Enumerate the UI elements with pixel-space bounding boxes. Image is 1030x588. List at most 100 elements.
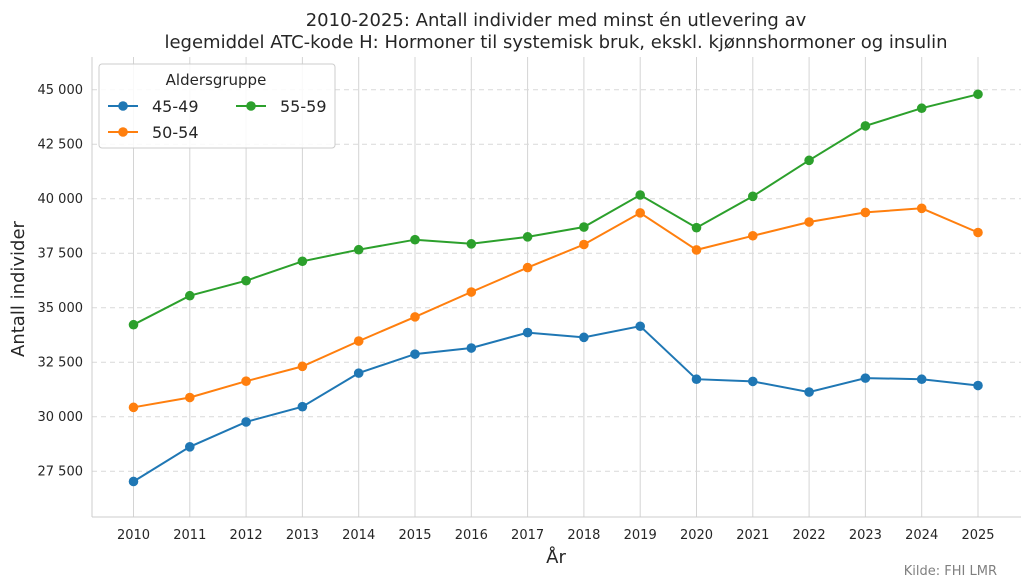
- data-point-50-54-2017: [522, 262, 533, 273]
- series-line-45-49: [132, 325, 979, 483]
- data-point-50-54-2022: [804, 217, 814, 227]
- data-point-55-59-2011: [185, 290, 195, 301]
- y-tick-label-45000: 45 000: [38, 83, 84, 98]
- legend-entry-50-54: 50-54: [108, 123, 199, 142]
- data-point-50-54-2014: [353, 336, 364, 346]
- data-point-45-49-2013: [297, 401, 308, 412]
- data-point-50-54-2021: [748, 230, 758, 241]
- data-point-55-59-2021: [748, 191, 758, 202]
- legend: Aldersgruppe 45-49 50-54 55-59: [98, 63, 336, 149]
- chart-title-line-1: 2010-2025: Antall individer med minst én…: [306, 10, 807, 31]
- data-point-55-59-2018: [579, 222, 589, 232]
- data-point-45-49-2021: [748, 376, 758, 387]
- x-axis-title: År: [546, 546, 566, 568]
- x-tick-label-2014: 2014: [342, 528, 375, 543]
- y-axis-title: Antall individer: [8, 220, 29, 357]
- data-point-50-54-2025: [973, 227, 983, 238]
- x-tick-label-2011: 2011: [173, 528, 206, 543]
- x-tick-label-2010: 2010: [117, 528, 150, 543]
- data-point-50-54-2020: [691, 245, 702, 255]
- data-point-55-59-2022: [804, 155, 814, 166]
- x-tick-label-2015: 2015: [398, 528, 431, 543]
- series-lines: [128, 89, 983, 487]
- x-tick-label-2012: 2012: [230, 528, 263, 543]
- tick-labels: 2010 2011 2012 2013 2014 2015 2016 2017 2018 2019…: [38, 83, 995, 543]
- data-point-50-54-2010: [128, 402, 139, 413]
- data-point-55-59-2013: [297, 256, 308, 267]
- legend-entry-55-59: 55-59: [236, 97, 327, 116]
- data-point-50-54-2018: [579, 239, 589, 250]
- data-point-55-59-2016: [466, 239, 477, 249]
- legend-label-50-54: 50-54: [152, 123, 199, 142]
- y-tick-label-42500: 42 500: [38, 138, 84, 153]
- series-55-59: [128, 89, 983, 330]
- data-point-50-54-2016: [466, 287, 477, 297]
- data-point-45-49-2023: [860, 373, 871, 383]
- data-point-55-59-2012: [241, 275, 251, 286]
- x-tick-label-2013: 2013: [286, 528, 319, 543]
- data-point-55-59-2010: [128, 319, 139, 330]
- legend-marker-55-59: [246, 101, 256, 111]
- data-point-50-54-2015: [410, 312, 420, 322]
- y-tick-label-27500: 27 500: [38, 465, 84, 480]
- data-point-45-49-2012: [241, 417, 251, 427]
- data-point-50-54-2023: [860, 207, 871, 218]
- data-point-55-59-2023: [860, 121, 871, 131]
- data-point-55-59-2024: [916, 103, 927, 114]
- y-tick-label-40000: 40 000: [38, 192, 84, 207]
- x-tick-label-2016: 2016: [455, 528, 488, 543]
- data-point-50-54-2012: [241, 376, 251, 386]
- data-point-55-59-2015: [410, 234, 420, 245]
- y-tick-label-37500: 37 500: [38, 247, 84, 262]
- legend-marker-50-54: [118, 127, 128, 137]
- x-tick-label-2017: 2017: [511, 528, 544, 543]
- legend-title: Aldersgruppe: [166, 71, 267, 89]
- data-point-45-49-2019: [635, 321, 645, 332]
- x-tick-label-2020: 2020: [680, 528, 713, 543]
- legend-label-55-59: 55-59: [280, 97, 327, 116]
- x-tick-label-2021: 2021: [736, 528, 769, 543]
- data-point-45-49-2016: [466, 343, 477, 353]
- x-tick-label-2024: 2024: [905, 528, 938, 543]
- data-point-45-49-2010: [128, 476, 139, 487]
- data-point-45-49-2024: [916, 374, 927, 385]
- data-point-45-49-2017: [522, 327, 533, 338]
- y-tick-label-35000: 35 000: [38, 301, 84, 316]
- data-point-50-54-2011: [185, 392, 195, 403]
- x-tick-label-2018: 2018: [567, 528, 600, 543]
- data-point-45-49-2018: [579, 332, 589, 343]
- series-line-55-59: [133, 93, 979, 326]
- x-tick-label-2019: 2019: [624, 528, 657, 543]
- y-tick-label-32500: 32 500: [38, 356, 84, 371]
- data-point-50-54-2019: [635, 208, 645, 218]
- x-tick-label-2022: 2022: [793, 528, 826, 543]
- data-point-50-54-2024: [916, 203, 927, 214]
- series-45-49: [128, 321, 983, 487]
- series-50-54: [128, 203, 983, 413]
- x-tick-label-2023: 2023: [849, 528, 882, 543]
- data-point-55-59-2014: [353, 244, 364, 255]
- source-note: Kilde: FHI LMR: [904, 564, 997, 579]
- legend-label-45-49: 45-49: [152, 97, 199, 116]
- data-point-45-49-2025: [973, 380, 983, 391]
- series-line-50-54: [133, 207, 979, 409]
- data-point-45-49-2022: [804, 387, 814, 397]
- legend-marker-45-49: [118, 101, 128, 111]
- data-point-45-49-2014: [353, 368, 364, 378]
- data-point-45-49-2015: [410, 349, 420, 359]
- legend-entry-45-49: 45-49: [108, 97, 199, 116]
- data-point-45-49-2011: [185, 442, 195, 452]
- data-point-45-49-2020: [691, 374, 702, 385]
- data-point-55-59-2025: [973, 89, 983, 100]
- data-point-55-59-2020: [691, 222, 702, 233]
- chart-title-line-2: legemiddel ATC-kode H: Hormoner til syst…: [164, 32, 947, 53]
- y-tick-label-30000: 30 000: [38, 410, 84, 425]
- legend-box: [98, 63, 336, 149]
- axes: [91, 57, 1021, 518]
- data-point-55-59-2019: [635, 190, 645, 200]
- x-tick-label-2025: 2025: [961, 528, 994, 543]
- data-point-50-54-2013: [297, 361, 308, 372]
- data-point-55-59-2017: [522, 232, 533, 242]
